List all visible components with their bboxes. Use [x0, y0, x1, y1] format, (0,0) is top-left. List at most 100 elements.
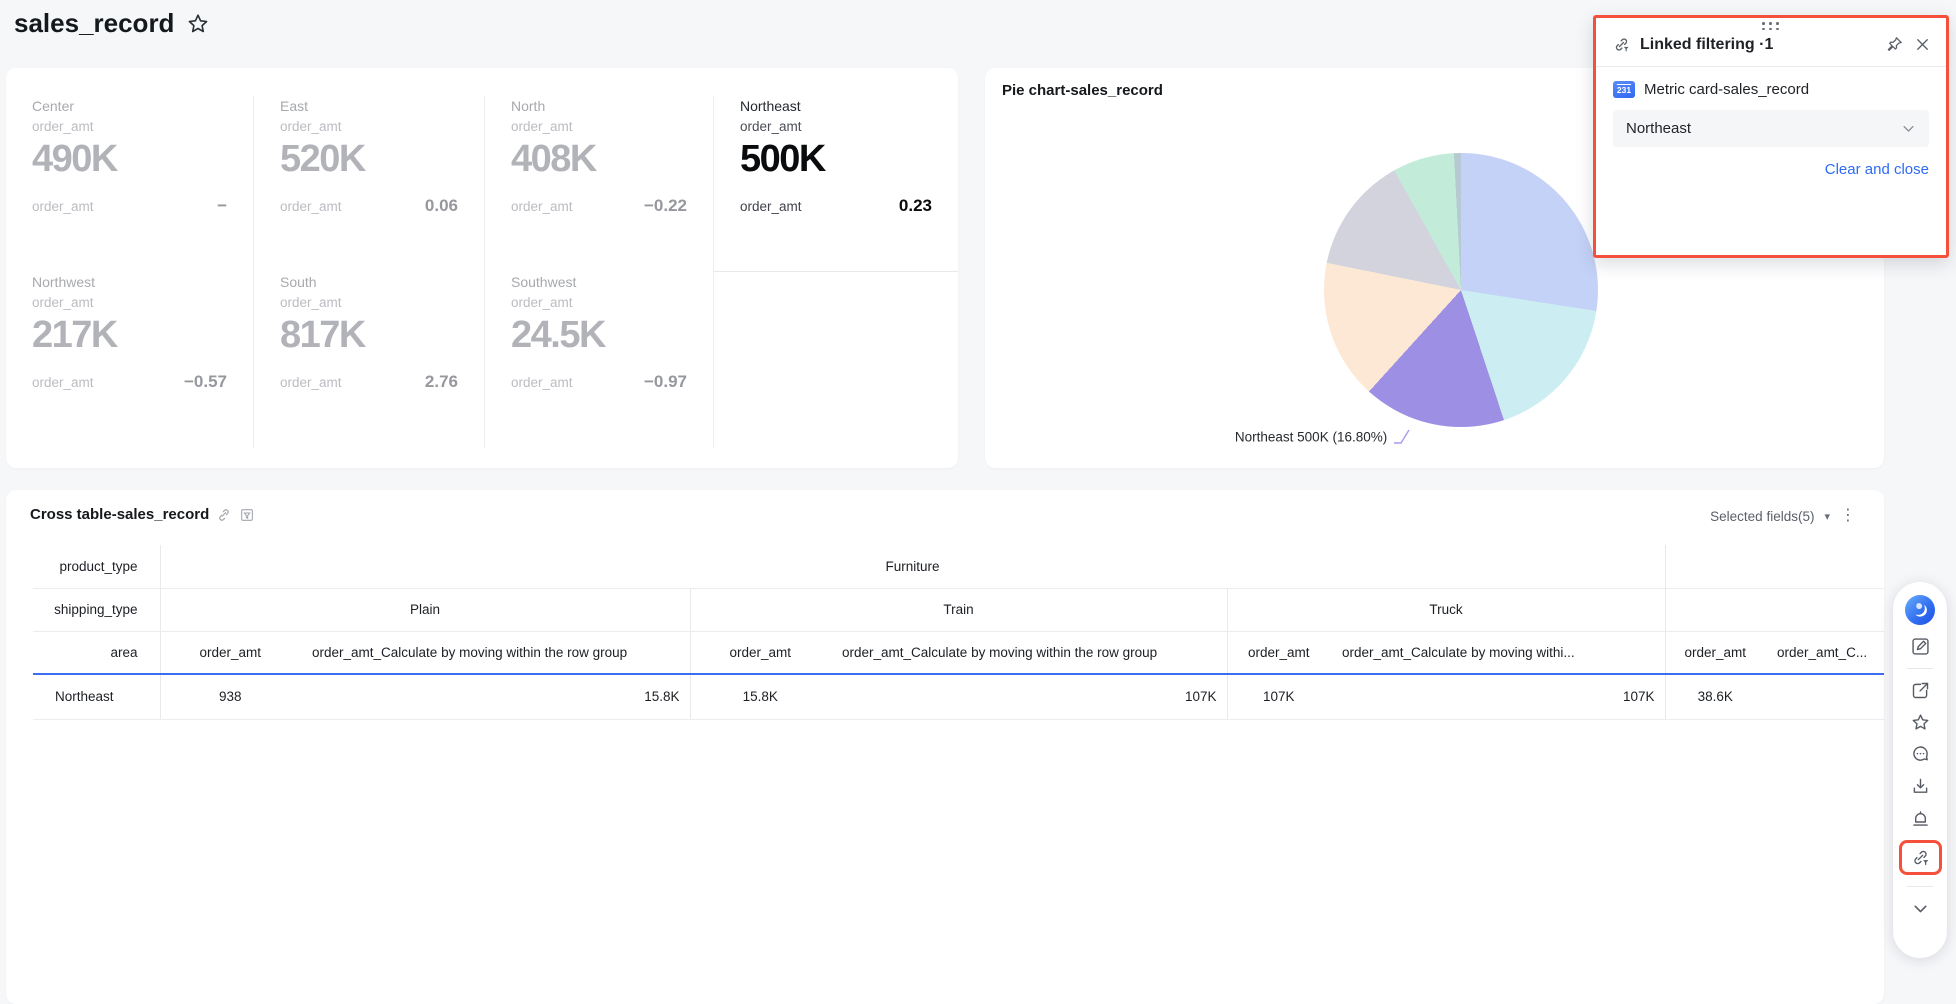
row-dim-area: area [33, 631, 160, 675]
metric-card-north[interactable]: North order_amt 408K order_amt −0.22 [484, 96, 713, 272]
metric-card-south[interactable]: South order_amt 817K order_amt 2.76 [253, 272, 484, 448]
shipping-group-next [1664, 588, 1884, 632]
measure-header[interactable]: order_amt_Calculate by moving within the… [830, 631, 1227, 675]
favorite-star-icon[interactable] [186, 12, 210, 36]
shipping-group-train: Train [689, 588, 1227, 632]
favorite-icon[interactable] [1910, 712, 1931, 733]
compare-label: order_amt [280, 374, 342, 390]
metric-region: Northeast [740, 98, 801, 114]
value-cell: 107K [1226, 674, 1330, 720]
measure-header[interactable]: order_amt_Calculate by moving withi... [1330, 631, 1666, 675]
chevron-down-icon [1903, 126, 1914, 132]
compare-label: order_amt [32, 374, 94, 390]
metric-label: order_amt [280, 119, 342, 134]
metric-label: order_amt [511, 295, 573, 310]
metric-label: order_amt [511, 119, 573, 134]
metric-card-northeast-selected[interactable]: Northeast order_amt 500K order_amt 0.23 [713, 96, 958, 272]
selected-fields-caret-icon[interactable]: ▾ [1824, 510, 1830, 523]
pie-chart[interactable] [1324, 153, 1598, 427]
download-icon[interactable] [1910, 776, 1931, 797]
page-title: sales_record [14, 8, 175, 38]
filter-value-dropdown[interactable]: Northeast [1613, 110, 1929, 147]
linked-filtering-icon [1913, 850, 1928, 866]
compare-value: −0.57 [183, 371, 227, 391]
metric-region: North [511, 98, 546, 114]
close-icon[interactable] [1913, 35, 1932, 54]
measure-header[interactable]: order_amt [689, 631, 830, 675]
metric-card-center[interactable]: Center order_amt 490K order_amt − [6, 96, 253, 272]
compare-value: 0.06 [424, 195, 458, 215]
side-toolbar [1893, 582, 1947, 958]
pie-chart-title: Pie chart-sales_record [1002, 82, 1163, 99]
value-cell: 938 [159, 674, 300, 720]
shipping-group-truck: Truck [1226, 588, 1666, 632]
row-dim-product-type: product_type [33, 545, 160, 589]
metric-region: East [280, 98, 309, 114]
value-cell: 38.6K [1664, 674, 1766, 720]
chevron-down-icon[interactable] [1910, 898, 1931, 919]
area-cell: Northeast [33, 674, 160, 720]
clear-and-close-link[interactable]: Clear and close [1824, 161, 1929, 178]
linked-card-name: Metric card-sales_record [1644, 81, 1810, 98]
measure-header[interactable]: order_amt [1226, 631, 1330, 675]
metric-region: Southwest [511, 274, 577, 290]
product-group-next [1664, 545, 1884, 589]
measure-header[interactable]: order_amt [1664, 631, 1766, 675]
compare-label: order_amt [511, 374, 573, 390]
metric-label: order_amt [740, 119, 802, 134]
cross-table-title: Cross table-sales_record [30, 506, 210, 523]
measure-header[interactable]: order_amt_Calculate by moving within the… [300, 631, 690, 675]
compare-value: −0.22 [643, 195, 687, 215]
compare-value: −0.97 [643, 371, 687, 391]
toolbar-divider [1907, 668, 1933, 669]
widget-menu-icon[interactable]: ⋮ [1840, 507, 1856, 524]
link-icon[interactable] [216, 507, 232, 523]
value-cell: 15.8K [300, 674, 690, 720]
value-cell: 15.8K [689, 674, 830, 720]
drag-handle-icon[interactable] [1762, 22, 1780, 31]
compare-value: − [217, 195, 227, 215]
edit-icon[interactable] [1910, 636, 1931, 657]
filter-board-icon[interactable] [239, 507, 255, 523]
metric-value: 490K [32, 138, 118, 180]
value-cell: 107K [830, 674, 1227, 720]
table-row-northeast[interactable]: Northeast 938 15.8K 15.8K 107K 107K 107K… [33, 674, 1884, 720]
metric-label: order_amt [280, 295, 342, 310]
compare-label: order_amt [511, 198, 573, 214]
pie-callout-label: Northeast 500K (16.80%) [1234, 429, 1388, 445]
compare-label: order_amt [740, 198, 802, 214]
callout-connector-line [1394, 429, 1410, 444]
dropdown-selected-value: Northeast [1626, 120, 1692, 137]
metric-region: South [280, 274, 317, 290]
compare-label: order_amt [32, 198, 94, 214]
metric-value: 408K [511, 138, 597, 180]
measure-header[interactable]: order_amt_C... [1765, 631, 1884, 675]
metric-label: order_amt [32, 295, 94, 310]
comment-icon[interactable] [1910, 744, 1931, 765]
metric-value: 217K [32, 314, 118, 356]
compare-value: 2.76 [424, 371, 458, 391]
metric-card-empty [713, 272, 958, 448]
linked-filtering-button-highlighted[interactable] [1898, 840, 1942, 875]
page-header: sales_record [14, 8, 210, 39]
pie-slice-callout: Northeast 500K (16.80%) [985, 428, 1415, 448]
quickbi-logo-icon[interactable] [1905, 595, 1935, 625]
metric-card-northwest[interactable]: Northwest order_amt 217K order_amt −0.57 [6, 272, 253, 448]
row-dim-shipping-type: shipping_type [33, 588, 160, 632]
metric-value: 24.5K [511, 314, 606, 356]
shipping-group-plain: Plain [159, 588, 690, 632]
selected-fields-label[interactable]: Selected fields(5) [1710, 508, 1815, 524]
metric-label: order_amt [32, 119, 94, 134]
value-cell [1765, 674, 1884, 720]
metric-value: 500K [740, 138, 826, 180]
linked-filtering-icon [1615, 38, 1629, 52]
compare-value: 0.23 [898, 195, 932, 215]
share-icon[interactable] [1910, 680, 1931, 701]
metric-region: Northwest [32, 274, 96, 290]
measure-header[interactable]: order_amt [159, 631, 300, 675]
metric-card-southwest[interactable]: Southwest order_amt 24.5K order_amt −0.97 [484, 272, 713, 448]
metric-card-east[interactable]: East order_amt 520K order_amt 0.06 [253, 96, 484, 272]
pin-icon[interactable] [1885, 35, 1904, 54]
toolbar-divider [1907, 886, 1933, 887]
alert-icon[interactable] [1910, 808, 1931, 829]
